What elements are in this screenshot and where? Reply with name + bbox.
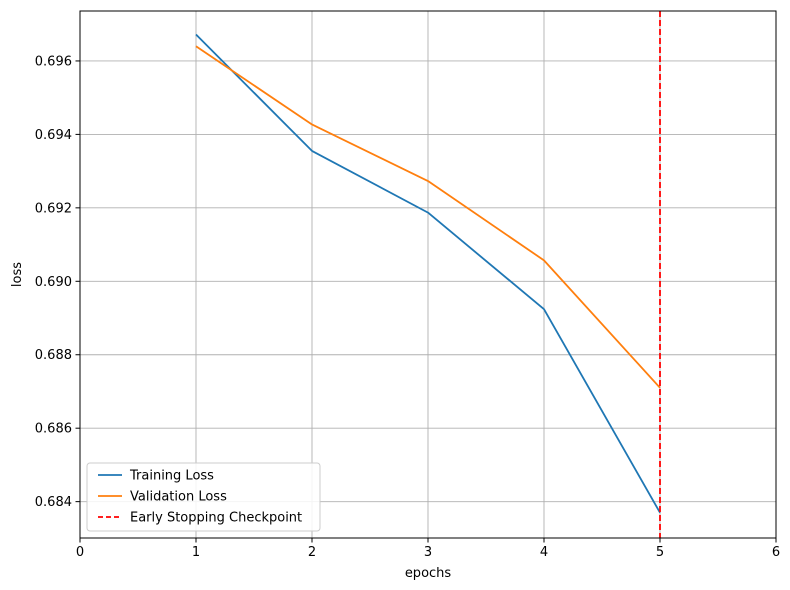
- y-tick-label-3: 0.690: [35, 275, 72, 290]
- x-tick-label-2: 2: [308, 545, 316, 560]
- series-line-0: [195, 33, 661, 514]
- x-tick-label-0: 0: [76, 545, 84, 560]
- y-axis-ticks: 0.684 0.686 0.688 0.690 0.692 0.694 0.696: [35, 54, 80, 510]
- y-axis-label: loss: [10, 262, 25, 287]
- legend-label-2: Early Stopping Checkpoint: [130, 511, 302, 526]
- legend: Training Loss Validation Loss Early Stoppi…: [86, 462, 321, 532]
- x-axis-ticks: 0 1 2 3 4 5 6: [76, 538, 780, 560]
- y-tick-label-4: 0.692: [35, 201, 72, 216]
- series-line-1: [195, 45, 661, 389]
- x-axis-label: epochs: [405, 566, 452, 581]
- y-tick-label-1: 0.686: [35, 422, 72, 437]
- y-tick-label-2: 0.688: [35, 348, 72, 363]
- legend-label-0: Training Loss: [129, 469, 214, 484]
- y-tick-label-0: 0.684: [35, 495, 72, 510]
- legend-label-1: Validation Loss: [130, 490, 227, 505]
- legend-box: [86, 462, 321, 532]
- x-tick-label-6: 6: [772, 545, 780, 560]
- x-tick-label-4: 4: [540, 545, 548, 560]
- x-tick-label-1: 1: [192, 545, 200, 560]
- x-tick-label-5: 5: [656, 545, 664, 560]
- x-tick-label-3: 3: [424, 545, 432, 560]
- y-tick-label-5: 0.694: [35, 128, 72, 143]
- y-tick-label-6: 0.696: [35, 54, 72, 69]
- series-lines: [195, 33, 661, 514]
